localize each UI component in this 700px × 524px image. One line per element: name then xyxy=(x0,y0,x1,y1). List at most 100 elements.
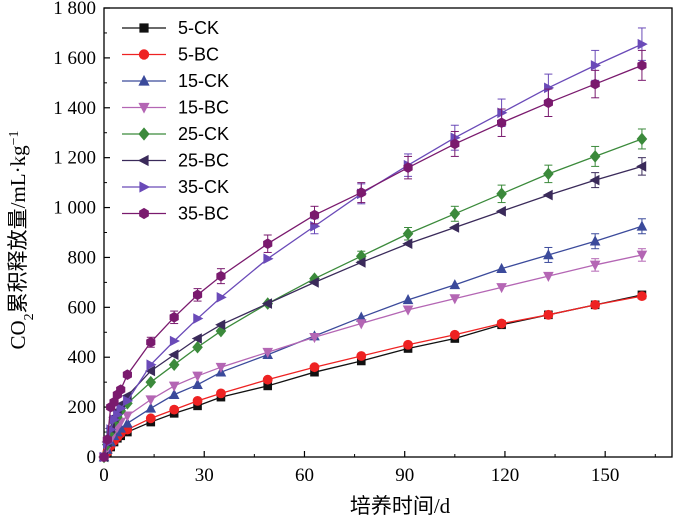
data-point xyxy=(215,362,227,373)
data-point xyxy=(543,309,554,320)
data-point xyxy=(116,403,127,414)
legend-item-5-BC: 5-BC xyxy=(122,45,219,65)
data-point xyxy=(216,270,226,282)
data-point xyxy=(543,249,554,260)
y-axis-title-sub: 2 xyxy=(22,313,37,320)
data-point xyxy=(590,299,601,310)
legend-item-25-BC: 25-BC xyxy=(122,151,229,171)
y-tick-label: 600 xyxy=(68,297,97,318)
data-point xyxy=(102,434,112,445)
data-point xyxy=(496,318,507,329)
data-point xyxy=(309,362,320,373)
data-point xyxy=(309,332,320,344)
data-point xyxy=(497,107,508,119)
x-tick-label: 120 xyxy=(491,465,520,486)
y-tick-label: 800 xyxy=(68,247,97,268)
data-point xyxy=(262,374,273,385)
data-point xyxy=(109,414,120,425)
data-point xyxy=(123,395,134,407)
data-point xyxy=(261,298,273,309)
data-point xyxy=(192,340,203,354)
data-point xyxy=(169,335,180,347)
data-point xyxy=(145,413,156,424)
legend-item-25-CK: 25-CK xyxy=(122,124,229,144)
legend-label: 35-CK xyxy=(178,177,229,197)
legend-label: 15-BC xyxy=(178,98,229,118)
legend-item-35-BC: 35-BC xyxy=(122,204,229,224)
data-point xyxy=(215,324,227,338)
y-tick-label: 200 xyxy=(68,397,97,418)
data-point xyxy=(636,132,648,146)
series-5-BC xyxy=(99,291,647,462)
data-point xyxy=(310,367,319,377)
data-point xyxy=(403,339,413,350)
data-point xyxy=(145,395,157,406)
legend-marker xyxy=(138,74,150,86)
legend-marker xyxy=(137,154,149,167)
data-point xyxy=(144,365,156,377)
data-point xyxy=(495,205,506,217)
legend-marker xyxy=(138,49,150,60)
legend-label: 25-CK xyxy=(178,124,229,144)
data-point xyxy=(355,319,367,330)
y-axis-title: CO2累积释放量/mL·kg−1 xyxy=(6,130,37,349)
data-point xyxy=(309,272,320,285)
data-point xyxy=(169,312,179,323)
data-point xyxy=(449,294,461,305)
y-tick-label: 0 xyxy=(87,447,97,468)
data-point xyxy=(496,262,507,273)
data-point xyxy=(191,333,202,344)
data-point xyxy=(403,162,413,173)
y-axis: 0 200 400 600 800 1 000 1 200 1 400 1 600 1 800 xyxy=(53,0,110,468)
series-layer xyxy=(98,27,648,464)
legend-marker xyxy=(139,23,149,33)
data-point xyxy=(193,401,202,411)
x-axis: 0 30 60 90 120 150 xyxy=(99,451,656,486)
data-point xyxy=(263,381,273,391)
y-axis-title-pre: CO xyxy=(6,320,30,349)
series-5-CK xyxy=(99,290,647,462)
data-point xyxy=(215,319,226,331)
data-point xyxy=(449,207,461,221)
series-35-CK xyxy=(99,27,648,463)
data-point xyxy=(122,411,133,422)
legend-item-5-CK: 5-CK xyxy=(122,18,219,38)
data-point xyxy=(308,277,319,288)
series-line xyxy=(103,254,643,458)
y-tick-label: 1 400 xyxy=(53,98,96,119)
data-point xyxy=(145,375,157,389)
data-point xyxy=(637,60,647,71)
data-point xyxy=(543,97,553,109)
data-point xyxy=(168,349,179,361)
data-point xyxy=(590,78,600,90)
data-point xyxy=(356,187,366,198)
data-point xyxy=(109,396,119,408)
data-point xyxy=(116,384,126,395)
data-point xyxy=(192,378,203,389)
data-point xyxy=(168,381,180,392)
data-point xyxy=(449,279,461,290)
data-point xyxy=(309,209,320,221)
data-point xyxy=(192,371,203,382)
legend-label: 15-CK xyxy=(178,71,229,91)
data-point xyxy=(192,395,203,406)
y-tick-label: 1 000 xyxy=(53,198,96,219)
legend-item-35-CK: 35-CK xyxy=(122,177,229,197)
data-point xyxy=(496,187,507,201)
data-point xyxy=(263,238,273,250)
data-point xyxy=(402,294,414,305)
series-15-BC xyxy=(98,248,648,463)
data-point xyxy=(356,356,366,366)
data-point xyxy=(355,257,366,268)
data-point xyxy=(449,222,460,233)
legend-marker xyxy=(139,207,149,220)
data-point xyxy=(113,409,124,420)
data-point xyxy=(99,451,109,463)
data-point xyxy=(122,369,132,380)
data-point xyxy=(543,271,554,282)
y-tick-label: 1 200 xyxy=(53,148,96,169)
data-point xyxy=(402,238,413,250)
legend-label: 5-CK xyxy=(178,18,219,38)
data-point xyxy=(636,161,647,172)
